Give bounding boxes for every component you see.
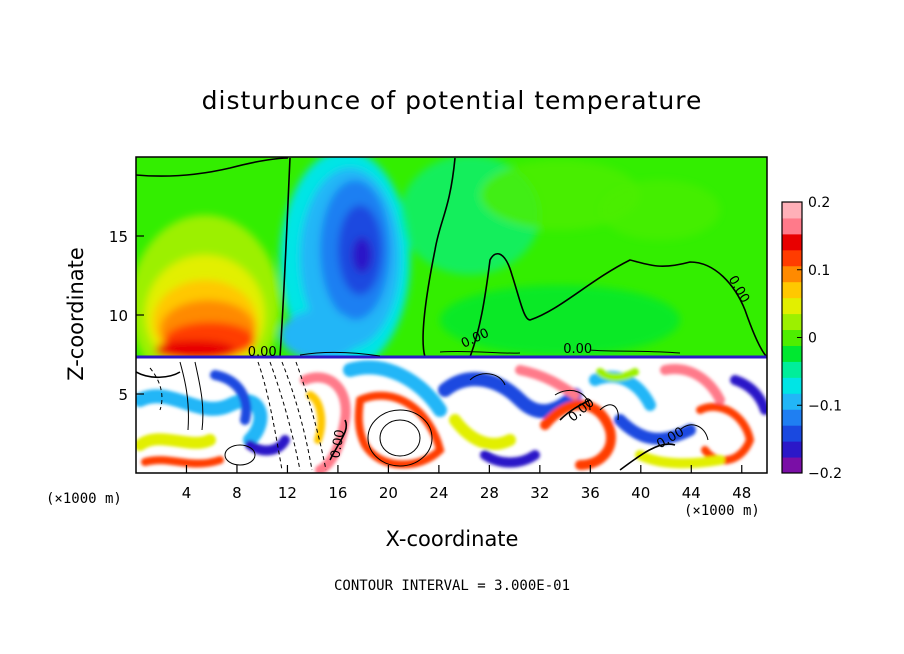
colorbar-swatch [782,249,802,267]
contour-interval-note: CONTOUR INTERVAL = 3.000E-01 [333,578,571,594]
y-tick-label: 15 [109,228,128,246]
colorbar-swatch [782,361,802,378]
x-tick-label: 8 [232,484,242,502]
colorbar: 0.2 0.1 0 −0.1 −0.2 [781,195,842,482]
lower-field [136,357,767,473]
x-tick-label: 16 [328,484,347,502]
chart-title: disturbunce of potential temperature [201,86,703,115]
colorbar-tick-label: −0.1 [808,398,842,414]
colorbar-swatch [782,233,802,251]
x-tick-label: 32 [530,484,549,502]
x-tick-label: 28 [480,484,499,502]
x-tick-label: 36 [581,484,600,502]
colorbar-swatch [782,265,802,283]
colorbar-tick-label: 0.1 [808,263,830,279]
colorbar-swatch [782,457,802,474]
colorbar-swatch [782,202,802,219]
colorbar-swatch [782,281,802,299]
colorbar-swatch [782,377,802,394]
x-unit-right: (×1000 m) [684,503,760,519]
contour-label: 0.00 [328,428,348,459]
x-axis-label: X-coordinate [385,527,519,551]
y-tick-label: 5 [118,386,128,404]
x-tick-label: 4 [182,484,192,502]
colorbar-swatch [782,409,802,426]
y-tick-label: 10 [109,307,128,325]
colorbar-swatch [782,345,802,362]
x-axis: 4 8 12 16 20 24 28 32 36 40 44 48 [182,465,751,502]
colorbar-swatch [782,217,802,235]
colorbar-swatch [782,329,802,346]
colorbar-tick-label: −0.2 [808,466,842,482]
colorbar-swatch [782,393,802,410]
x-tick-label: 44 [682,484,701,502]
x-tick-label: 12 [278,484,297,502]
upper-field [136,157,767,357]
x-tick-label: 40 [631,484,650,502]
x-tick-label: 24 [429,484,448,502]
x-tick-label: 48 [732,484,751,502]
x-tick-label: 20 [379,484,398,502]
contour-label: 0.00 [563,342,592,357]
colorbar-swatch [782,425,802,442]
colorbar-tick-label: 0 [808,331,817,347]
colorbar-swatch [782,441,802,458]
contour-label: 0.00 [248,345,277,360]
x-unit-left: (×1000 m) [46,491,122,507]
colorbar-swatch [782,313,802,331]
colorbar-swatch [782,297,802,315]
colorbar-tick-label: 0.2 [808,195,830,211]
y-axis: 5 10 15 [109,228,144,404]
